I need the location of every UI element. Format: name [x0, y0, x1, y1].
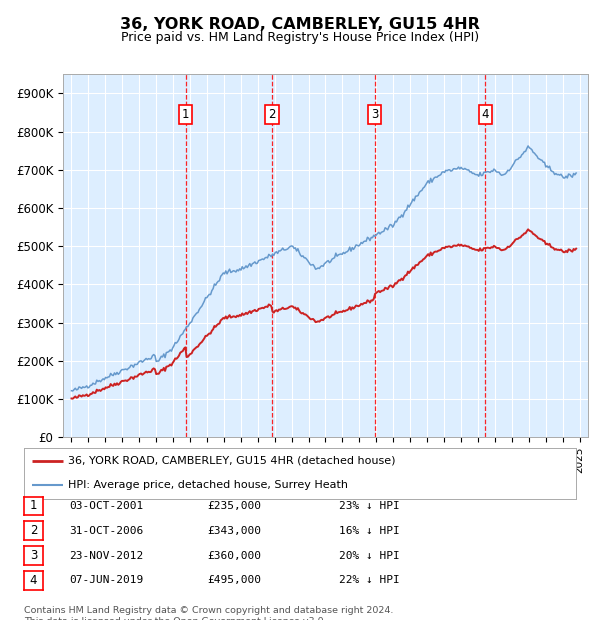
Text: £495,000: £495,000 — [207, 575, 261, 585]
Text: 03-OCT-2001: 03-OCT-2001 — [69, 501, 143, 511]
Text: 20% ↓ HPI: 20% ↓ HPI — [339, 551, 400, 560]
Text: Price paid vs. HM Land Registry's House Price Index (HPI): Price paid vs. HM Land Registry's House … — [121, 31, 479, 44]
Text: £343,000: £343,000 — [207, 526, 261, 536]
Text: £235,000: £235,000 — [207, 501, 261, 511]
Text: 2: 2 — [30, 525, 37, 537]
Text: HPI: Average price, detached house, Surrey Heath: HPI: Average price, detached house, Surr… — [68, 480, 348, 490]
Text: 31-OCT-2006: 31-OCT-2006 — [69, 526, 143, 536]
Text: 4: 4 — [482, 108, 489, 121]
Text: 3: 3 — [371, 108, 379, 121]
Text: 36, YORK ROAD, CAMBERLEY, GU15 4HR (detached house): 36, YORK ROAD, CAMBERLEY, GU15 4HR (deta… — [68, 456, 395, 466]
Text: 23% ↓ HPI: 23% ↓ HPI — [339, 501, 400, 511]
Text: 1: 1 — [182, 108, 190, 121]
Text: 07-JUN-2019: 07-JUN-2019 — [69, 575, 143, 585]
Text: 16% ↓ HPI: 16% ↓ HPI — [339, 526, 400, 536]
Text: 3: 3 — [30, 549, 37, 562]
Text: 2: 2 — [268, 108, 275, 121]
Text: 4: 4 — [30, 574, 37, 587]
Text: 1: 1 — [30, 500, 37, 512]
Text: 22% ↓ HPI: 22% ↓ HPI — [339, 575, 400, 585]
Text: Contains HM Land Registry data © Crown copyright and database right 2024.
This d: Contains HM Land Registry data © Crown c… — [24, 606, 394, 620]
Text: 23-NOV-2012: 23-NOV-2012 — [69, 551, 143, 560]
Text: £360,000: £360,000 — [207, 551, 261, 560]
Text: 36, YORK ROAD, CAMBERLEY, GU15 4HR: 36, YORK ROAD, CAMBERLEY, GU15 4HR — [120, 17, 480, 32]
